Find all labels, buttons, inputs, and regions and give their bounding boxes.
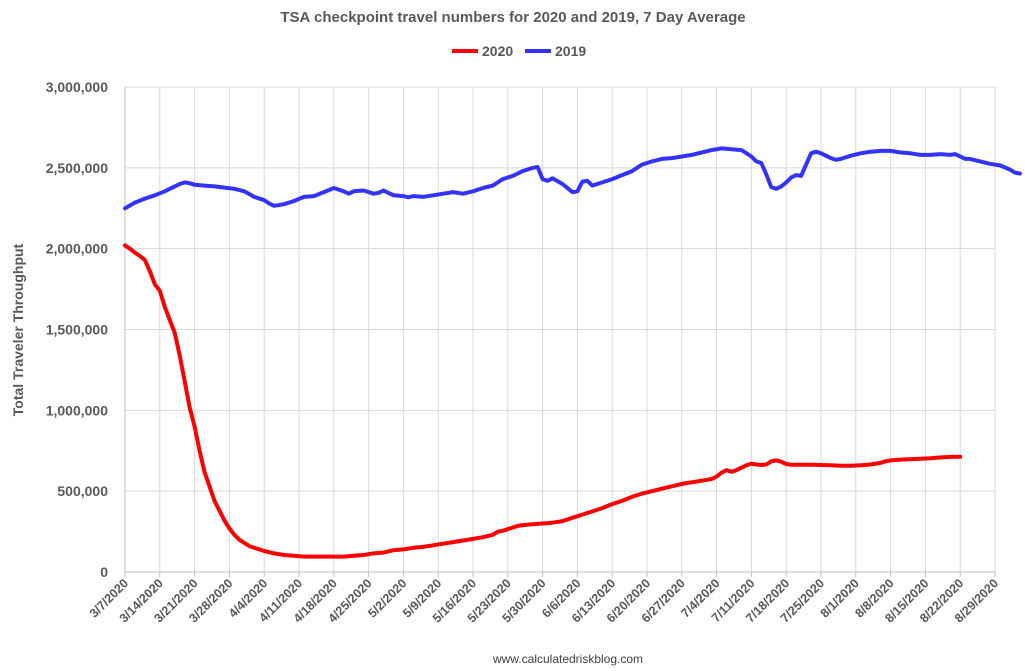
y-tick-labels: 0 500,000 1,000,000 1,500,000 2,000,000 2,500… [46,79,109,580]
series-line-2020 [123,243,963,559]
axes [124,87,996,577]
source-credit: www.calculatedriskblog.com [492,652,643,666]
series-lines [123,146,1022,559]
legend-label-2019: 2019 [555,43,586,59]
y-tick-label: 1,000,000 [46,402,108,418]
y-tick-label: 3,000,000 [46,79,108,95]
legend: 2020 2019 [452,43,586,59]
y-tick-label: 2,500,000 [46,160,108,176]
chart-title: TSA checkpoint travel numbers for 2020 a… [280,9,745,26]
x-tick-labels: 3/7/20203/14/20203/21/20203/28/20204/4/2… [87,576,1001,625]
y-tick-label: 0 [100,564,108,580]
y-tick-label: 1,500,000 [46,322,108,338]
gridlines [125,86,996,572]
legend-label-2020: 2020 [482,43,513,59]
y-axis-label: Total Traveler Throughput [10,243,26,416]
y-tick-label: 2,000,000 [46,241,108,257]
y-tick-label: 500,000 [57,483,108,499]
series-line-2019 [123,146,1022,211]
